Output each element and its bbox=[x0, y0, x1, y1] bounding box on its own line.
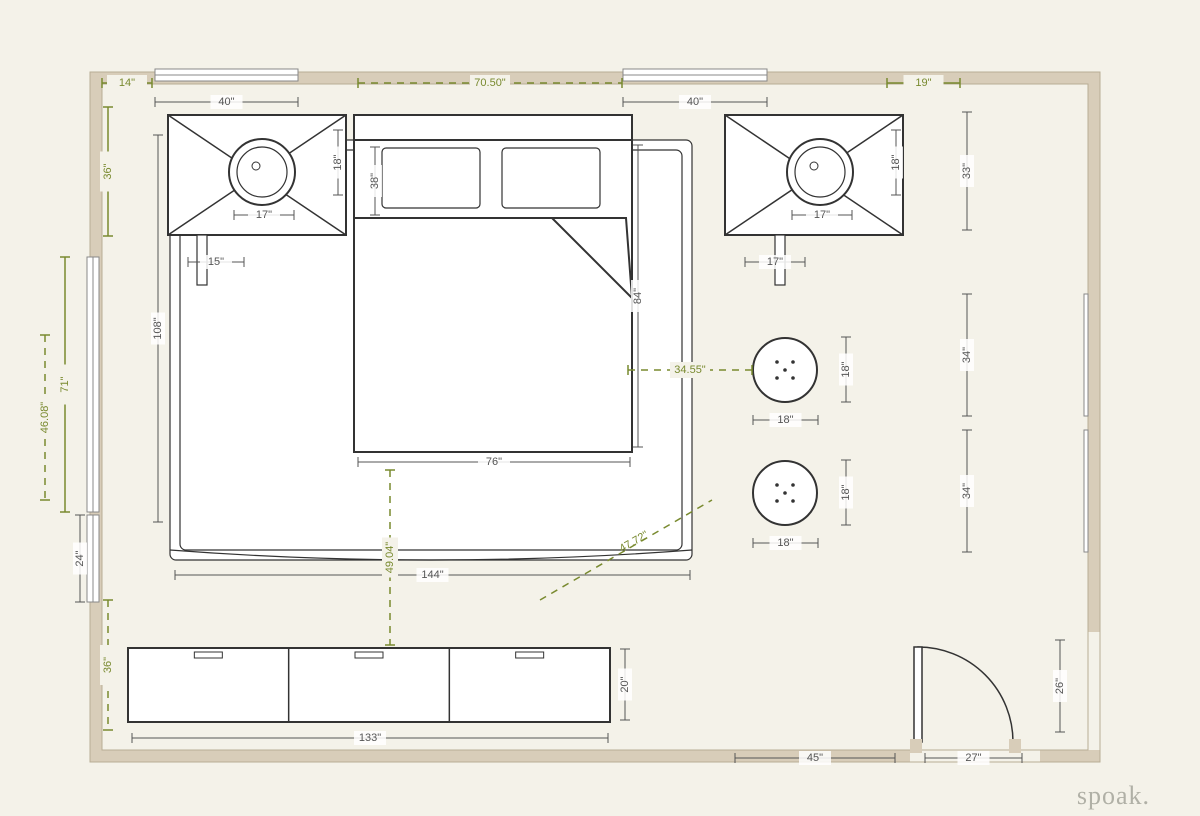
svg-text:18": 18" bbox=[332, 154, 344, 170]
svg-text:84": 84" bbox=[632, 288, 644, 304]
svg-text:18": 18" bbox=[840, 361, 852, 377]
svg-text:34": 34" bbox=[961, 347, 973, 363]
svg-text:40": 40" bbox=[687, 96, 703, 108]
svg-text:14": 14" bbox=[119, 77, 135, 89]
svg-text:20": 20" bbox=[619, 676, 631, 692]
svg-text:18": 18" bbox=[890, 154, 902, 170]
svg-text:36": 36" bbox=[102, 163, 114, 179]
svg-text:27": 27" bbox=[965, 752, 981, 764]
svg-text:46.08": 46.08" bbox=[39, 402, 51, 434]
svg-text:45": 45" bbox=[807, 752, 823, 764]
svg-text:17": 17" bbox=[767, 256, 783, 268]
svg-text:133": 133" bbox=[359, 732, 381, 744]
svg-text:108": 108" bbox=[152, 317, 164, 339]
floorplan-svg: 40" 40" 108" 24" 76" 84" 33" 34" 34" 133" 20" 45" 27… bbox=[0, 0, 1200, 816]
svg-text:19": 19" bbox=[915, 77, 931, 89]
svg-text:17": 17" bbox=[256, 209, 272, 221]
svg-text:36": 36" bbox=[102, 657, 114, 673]
svg-text:34.55": 34.55" bbox=[674, 364, 706, 376]
svg-text:18": 18" bbox=[840, 484, 852, 500]
svg-text:40": 40" bbox=[218, 96, 234, 108]
svg-text:spoak.: spoak. bbox=[1077, 781, 1150, 810]
svg-text:38": 38" bbox=[369, 173, 381, 189]
svg-text:144": 144" bbox=[421, 569, 443, 581]
floorplan-canvas: { "canvas": { "w": 1200, "h": 816, "bg":… bbox=[0, 0, 1200, 816]
svg-text:18": 18" bbox=[777, 414, 793, 426]
svg-text:33": 33" bbox=[961, 163, 973, 179]
svg-text:70.50": 70.50" bbox=[474, 77, 506, 89]
svg-text:17": 17" bbox=[814, 209, 830, 221]
svg-text:15": 15" bbox=[208, 256, 224, 268]
svg-text:24": 24" bbox=[74, 550, 86, 566]
svg-text:49.04": 49.04" bbox=[384, 542, 396, 574]
svg-text:18": 18" bbox=[777, 537, 793, 549]
svg-text:76": 76" bbox=[486, 456, 502, 468]
svg-text:26": 26" bbox=[1054, 678, 1066, 694]
svg-text:71": 71" bbox=[59, 376, 71, 392]
svg-text:34": 34" bbox=[961, 483, 973, 499]
